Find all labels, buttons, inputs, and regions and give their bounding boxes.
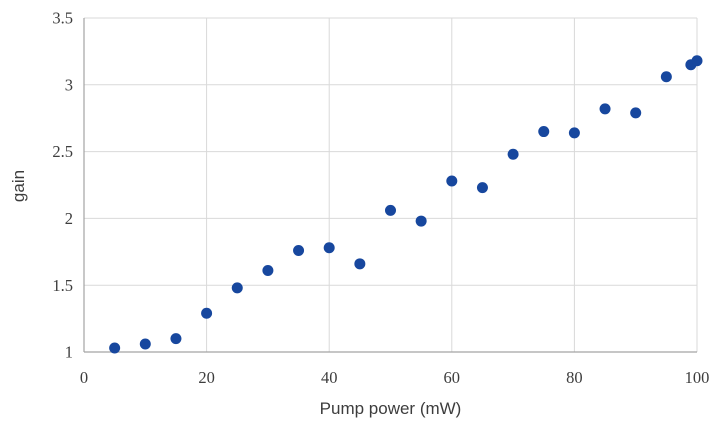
data-point (262, 265, 274, 277)
x-axis-title: Pump power (mW) (320, 399, 462, 418)
y-tick-label: 1.5 (52, 276, 73, 295)
y-tick-label: 2.5 (52, 142, 73, 161)
data-point (109, 342, 121, 354)
x-tick-label: 60 (444, 368, 461, 387)
data-point (385, 204, 396, 216)
data-point (660, 71, 672, 83)
x-tick-label: 100 (685, 368, 710, 387)
x-tick-label: 0 (80, 368, 88, 387)
data-point (201, 307, 213, 319)
data-point (691, 55, 703, 67)
data-point (630, 107, 642, 119)
data-point (599, 103, 611, 115)
y-axis-title: gain (9, 170, 28, 202)
data-point (139, 338, 151, 350)
y-tick-label: 1 (65, 343, 73, 362)
data-point (538, 126, 550, 138)
data-point (446, 175, 458, 187)
y-tick-label: 2 (65, 209, 73, 228)
data-point (293, 244, 305, 256)
data-point (354, 258, 366, 270)
data-point (231, 282, 243, 294)
data-point (415, 215, 427, 227)
y-tick-label: 3.5 (52, 9, 73, 28)
data-point (507, 148, 519, 160)
data-point (323, 242, 335, 254)
data-point (476, 182, 488, 194)
x-tick-label: 20 (198, 368, 215, 387)
x-tick-label: 80 (566, 368, 583, 387)
x-tick-label: 40 (321, 368, 338, 387)
data-point (170, 333, 182, 345)
y-tick-label: 3 (65, 75, 73, 94)
data-point (568, 127, 580, 139)
